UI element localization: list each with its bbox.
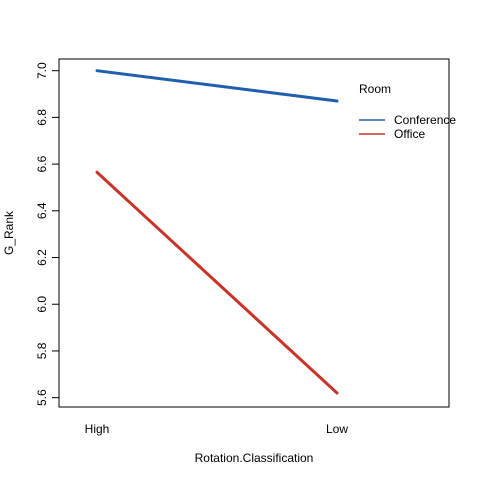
- y-ticks: 5.6 5.8 6.0 6.2 6.4 6.6 6.8 7.0: [35, 62, 59, 406]
- y-tick-label: 6.6: [35, 155, 49, 172]
- y-tick-label: 6.8: [35, 109, 49, 126]
- x-tick-label: High: [85, 422, 110, 436]
- legend-title: Room: [359, 82, 391, 96]
- x-ticks: High Low: [85, 422, 349, 436]
- plot-box: [58, 58, 450, 408]
- y-tick-label: 7.0: [35, 62, 49, 79]
- series-lines: [95, 69, 339, 395]
- series-line-conference: [95, 69, 339, 103]
- y-axis-title: G_Rank: [2, 210, 16, 255]
- y-tick-label: 5.6: [35, 389, 49, 406]
- y-tick-label: 6.4: [35, 202, 49, 219]
- legend-label-office: Office: [394, 127, 425, 141]
- y-tick-label: 6.2: [35, 249, 49, 266]
- y-tick-label: 5.8: [35, 342, 49, 359]
- x-axis-title: Rotation.Classification: [195, 451, 314, 465]
- legend-label-conference: Conference: [394, 113, 456, 127]
- y-tick-label: 6.0: [35, 296, 49, 313]
- series-line-office: [95, 170, 339, 395]
- x-tick-label: Low: [326, 422, 348, 436]
